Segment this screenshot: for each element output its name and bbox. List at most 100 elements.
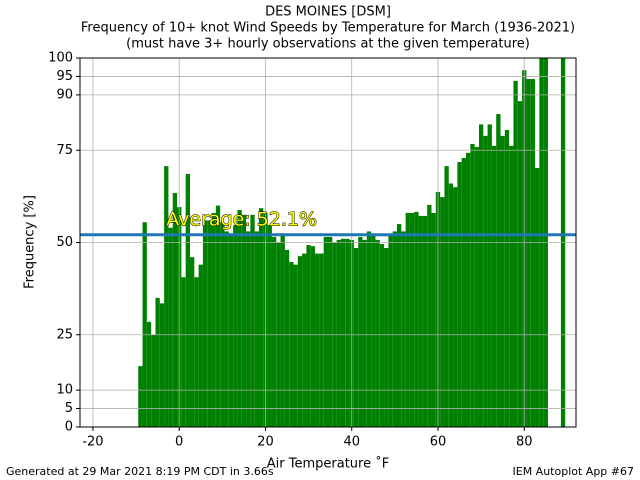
bar	[388, 235, 393, 427]
bar	[513, 80, 518, 428]
bar	[250, 214, 255, 427]
y-axis-label: Frequency [%]	[23, 195, 38, 289]
bar	[409, 212, 415, 427]
x-tick-label: 20	[257, 435, 274, 450]
bar	[487, 124, 492, 428]
bar	[168, 227, 173, 427]
bar	[146, 321, 152, 427]
y-tick-label: 5	[65, 401, 73, 416]
chart-subtitle: Frequency of 10+ knot Wind Speeds by Tem…	[81, 21, 575, 36]
bar	[310, 246, 316, 427]
bar	[198, 264, 203, 427]
bar	[258, 208, 264, 427]
bar	[366, 231, 372, 427]
bar	[138, 366, 143, 427]
bar	[474, 146, 479, 427]
x-tick-label: 80	[516, 435, 533, 450]
bar	[189, 257, 195, 427]
bar	[340, 238, 346, 427]
annotation: Average: 52.1%	[166, 208, 317, 230]
bar	[405, 212, 410, 427]
bar	[271, 236, 277, 427]
bar	[293, 264, 298, 427]
bar	[328, 236, 333, 427]
bar	[207, 220, 212, 427]
bar	[297, 256, 303, 427]
bar	[401, 231, 406, 427]
bar	[418, 215, 423, 427]
bar	[267, 225, 272, 427]
plot-frame	[79, 57, 577, 428]
y-tick-label: 90	[56, 87, 73, 102]
y-tick-label: 75	[56, 143, 73, 158]
bar	[362, 239, 367, 427]
bar	[457, 162, 462, 428]
bar	[142, 222, 147, 427]
bar	[302, 253, 307, 427]
bar	[504, 129, 510, 427]
bar	[384, 248, 389, 427]
x-tick-label: -20	[82, 435, 103, 450]
bar	[461, 157, 467, 427]
bar	[159, 303, 165, 427]
bar	[379, 243, 385, 427]
bar	[496, 114, 501, 427]
bar	[371, 235, 376, 427]
bar	[397, 224, 402, 427]
chart-subtitle: (must have 3+ hourly observations at the…	[126, 37, 530, 52]
x-axis-label: Air Temperature ˚F	[267, 456, 389, 472]
bar	[500, 135, 505, 427]
chart-title: DES MOINES [DSM]	[265, 5, 391, 20]
bar	[185, 173, 190, 427]
bar	[535, 167, 540, 427]
y-tick-label: 95	[56, 69, 73, 84]
y-tick-label: 0	[65, 420, 73, 435]
bar	[306, 245, 311, 427]
bar	[237, 210, 242, 427]
bar	[431, 212, 436, 427]
bar	[289, 262, 294, 427]
bar	[526, 79, 531, 428]
bar	[353, 248, 359, 427]
bar	[172, 193, 178, 427]
bar	[323, 236, 328, 427]
bar	[164, 166, 169, 427]
bar	[345, 238, 350, 427]
y-tick-label: 25	[56, 327, 73, 342]
bar	[392, 231, 398, 427]
bar	[530, 79, 536, 428]
bar	[284, 249, 290, 427]
x-tick-label: 0	[175, 435, 183, 450]
y-tick-label: 100	[48, 51, 73, 66]
bar	[440, 197, 445, 427]
bar	[470, 143, 475, 428]
bar	[336, 239, 341, 427]
bar	[375, 239, 380, 427]
footer: Generated at 29 Mar 2021 8:19 PM CDT in …	[6, 465, 274, 478]
bar	[211, 212, 216, 427]
bar	[155, 297, 160, 427]
bar	[427, 204, 432, 427]
y-tick-label: 10	[56, 383, 73, 398]
bar	[215, 205, 221, 427]
x-tick-label: 40	[343, 435, 360, 450]
bar	[181, 277, 186, 427]
bar	[254, 231, 259, 427]
bar	[319, 253, 324, 427]
bar	[241, 214, 247, 427]
bar	[224, 231, 229, 427]
bar	[466, 152, 471, 427]
x-tick-label: 60	[430, 435, 447, 450]
bar	[228, 235, 234, 427]
bar	[315, 253, 320, 427]
bar	[151, 334, 156, 427]
bar	[444, 166, 449, 427]
bar	[517, 101, 523, 427]
bar	[220, 222, 225, 427]
bar	[280, 233, 285, 427]
bar	[194, 277, 199, 427]
footer: IEM Autoplot App #67	[513, 465, 635, 478]
bar	[483, 135, 488, 427]
bar	[491, 145, 497, 427]
bar	[478, 124, 484, 428]
